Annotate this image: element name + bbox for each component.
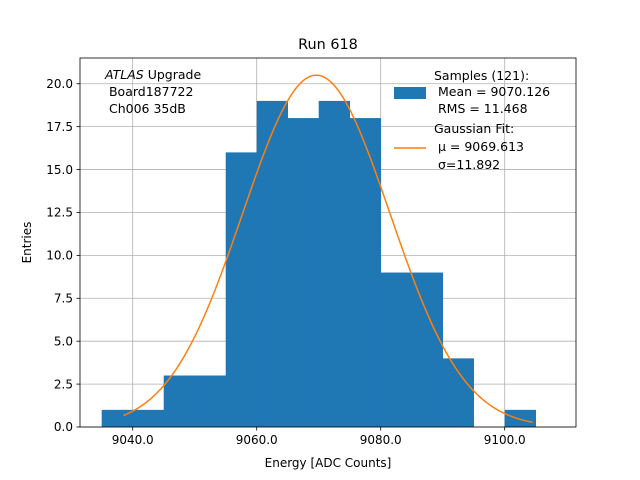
annotation-line-3: Ch006 35dB: [105, 101, 186, 116]
histogram-bar: [132, 409, 164, 427]
chart-title: Run 618: [298, 37, 358, 53]
x-tick-label: 9060.0: [236, 433, 278, 447]
histogram-bar: [442, 358, 474, 427]
legend-samples-line-2: Mean = 9070.126: [434, 84, 550, 99]
legend-fit-line-1: Gaussian Fit:: [434, 121, 514, 136]
histogram-bar: [194, 375, 226, 427]
x-tick-label: 9040.0: [112, 433, 154, 447]
y-tick-label: 5.0: [54, 334, 73, 348]
histogram-bar: [163, 375, 195, 427]
histogram-bar: [380, 272, 412, 427]
annotation-suffix: Upgrade: [144, 67, 202, 82]
x-axis-label: Energy [ADC Counts]: [265, 456, 392, 470]
plot-frame: [79, 57, 577, 428]
histogram-bar: [349, 118, 381, 428]
histogram-bar: [225, 152, 257, 427]
y-tick-label: 17.5: [46, 120, 73, 134]
y-axis-label: Entries: [20, 222, 34, 264]
legend: Samples (121): Mean = 9070.126 RMS = 11.…: [394, 68, 550, 172]
histogram-bars: [101, 100, 536, 428]
legend-samples-swatch: [394, 87, 426, 99]
annotation-line-2: Board187722: [105, 84, 193, 99]
annotation-line-1: ATLAS Upgrade: [104, 67, 201, 82]
annotation-experiment: ATLAS: [104, 67, 144, 82]
legend-samples-line-1: Samples (121):: [434, 68, 529, 83]
y-tick-label: 7.5: [54, 291, 73, 305]
histogram-bar: [411, 272, 443, 427]
axis-ticks: 9040.0 9060.0 9080.0 9100.0 0.0 2.5 5.0 7.5 10.0…: [46, 77, 525, 447]
histogram-bar: [318, 100, 350, 427]
gaussian-fit-curve: [123, 74, 533, 423]
histogram-bar: [256, 100, 288, 427]
y-tick-label: 15.0: [46, 163, 73, 177]
y-tick-label: 10.0: [46, 249, 73, 263]
y-tick-label: 0.0: [54, 420, 73, 434]
y-tick-label: 20.0: [46, 77, 73, 91]
histogram-bar: [287, 118, 319, 428]
histogram-bar: [101, 409, 133, 427]
legend-samples-line-3: RMS = 11.468: [434, 101, 528, 116]
y-tick-label: 2.5: [54, 377, 73, 391]
annotation: ATLAS Upgrade Board187722 Ch006 35dB: [104, 67, 201, 116]
legend-fit-line-2: μ = 9069.613: [434, 139, 524, 154]
x-tick-label: 9100.0: [484, 433, 526, 447]
legend-fit-line-3: σ=11.892: [434, 157, 500, 172]
y-tick-label: 12.5: [46, 206, 73, 220]
histogram-bar: [504, 409, 536, 427]
x-tick-label: 9080.0: [360, 433, 402, 447]
